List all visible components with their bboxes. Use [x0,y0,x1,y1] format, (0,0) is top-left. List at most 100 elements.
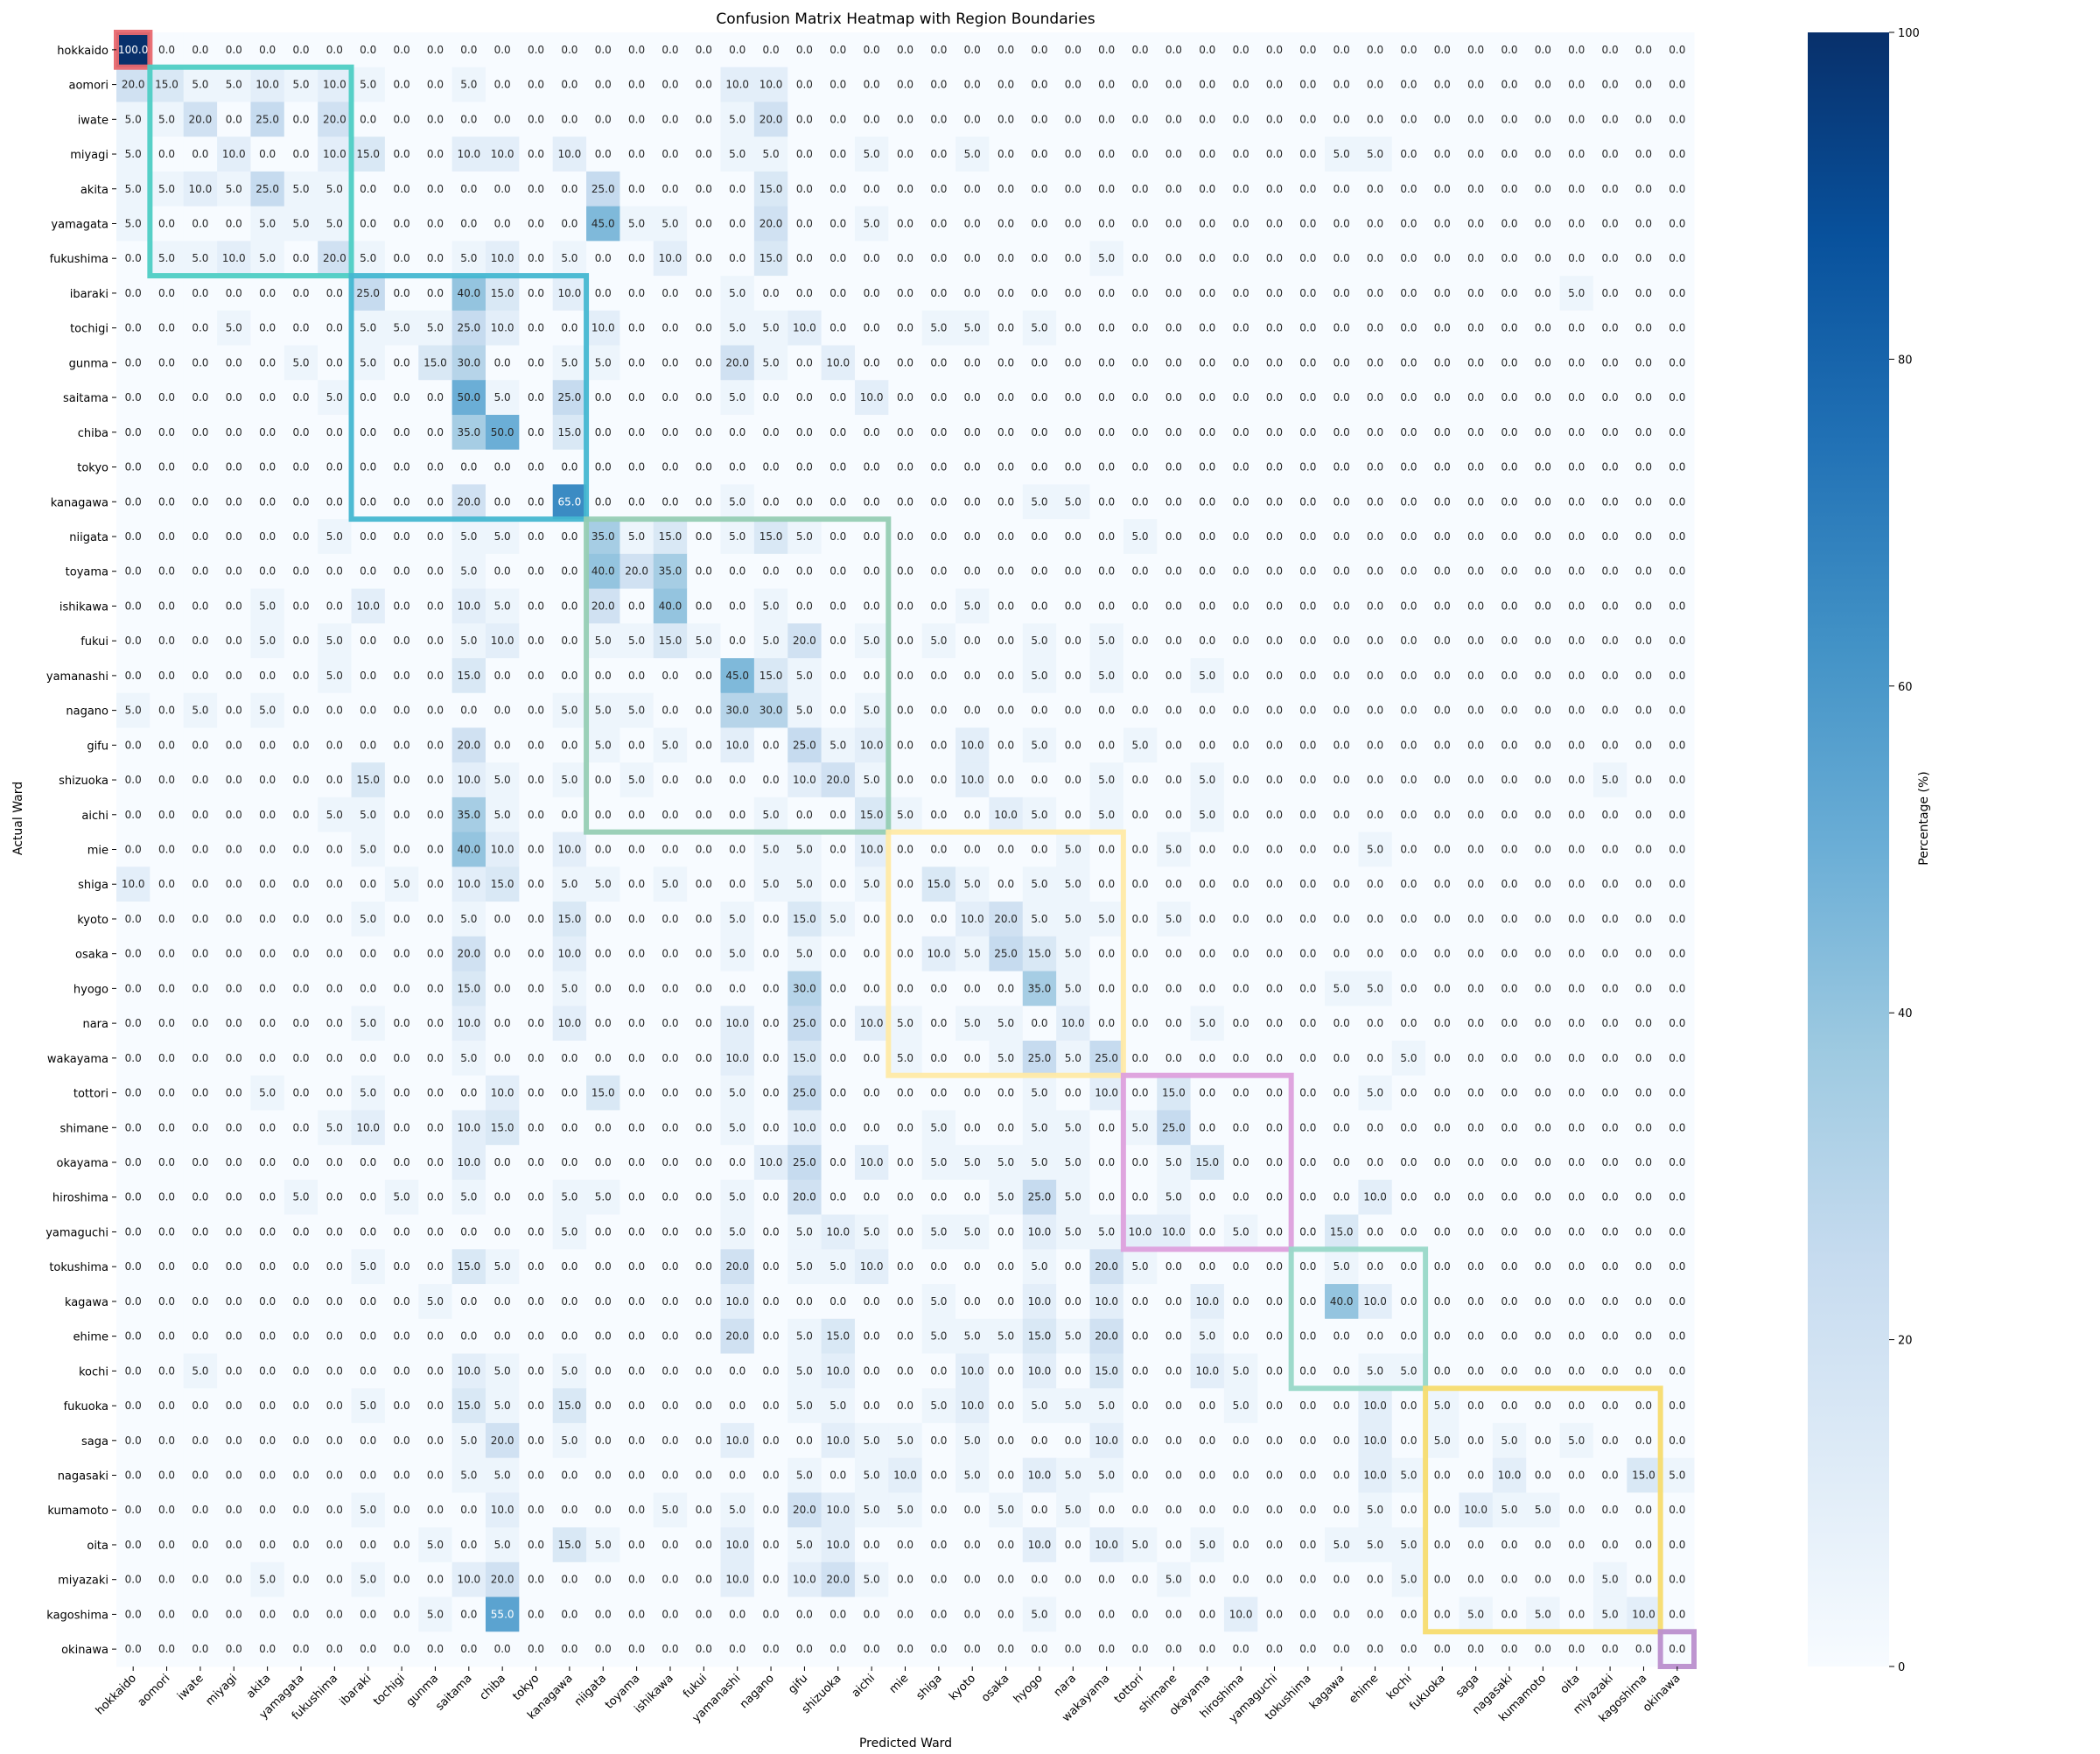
cell-value-label: 40.0 [659,600,682,612]
cell-value-label: 0.0 [763,391,780,403]
cell-value-label: 0.0 [292,982,309,994]
cell-value-label: 0.0 [1233,530,1250,543]
cell-value-label: 0.0 [662,1330,678,1343]
cell-value-label: 0.0 [427,530,444,543]
cell-value-label: 0.0 [494,495,511,508]
cell-value-label: 0.0 [998,705,1014,717]
cell-value-label: 0.0 [1266,948,1283,960]
cell-value-label: 0.0 [897,1295,914,1308]
cell-value-label: 0.0 [528,948,544,960]
cell-value-label: 0.0 [1299,44,1316,56]
cell-value-label: 0.0 [763,982,780,994]
cell-value-label: 5.0 [1131,1539,1148,1551]
cell-value-label: 0.0 [1299,322,1316,334]
cell-value-label: 0.0 [1400,461,1417,474]
heatmap-cell [183,102,218,137]
cell-value-label: 5.0 [360,1504,376,1516]
cell-value-label: 0.0 [259,287,276,299]
heatmap-cell [1257,102,1292,137]
heatmap-cell [1459,67,1494,102]
cell-value-label: 0.0 [1131,913,1148,925]
cell-value-label: 0.0 [628,1260,645,1273]
heatmap-cell [150,171,185,207]
cell-value-label: 0.0 [1635,913,1652,925]
cell-value-label: 0.0 [192,739,208,751]
cell-value-label: 0.0 [125,1017,142,1029]
cell-value-label: 0.0 [1434,44,1451,56]
cell-value-label: 0.0 [1467,565,1484,578]
cell-value-label: 0.0 [1166,217,1182,229]
cell-value-label: 0.0 [1233,113,1250,125]
cell-value-label: 0.0 [360,1225,376,1238]
cell-value-label: 10.0 [725,79,749,91]
cell-value-label: 0.0 [1299,1539,1316,1551]
cell-value-label: 0.0 [696,1470,712,1482]
cell-value-label: 0.0 [763,1121,780,1133]
cell-value-label: 0.0 [192,1121,208,1133]
cell-value-label: 0.0 [1131,1574,1148,1586]
cell-value-label: 0.0 [259,809,276,821]
cell-value-label: 0.0 [460,1608,477,1620]
cell-value-label: 15.0 [1632,1470,1656,1482]
cell-value-label: 0.0 [1400,1260,1417,1273]
cell-value-label: 0.0 [259,1260,276,1273]
cell-value-label: 5.0 [796,948,813,960]
cell-value-label: 0.0 [1467,79,1484,91]
cell-value-label: 0.0 [1367,1156,1383,1168]
cell-value-label: 0.0 [394,1365,410,1377]
heatmap-cell [351,137,386,172]
cell-value-label: 5.0 [1031,635,1047,647]
cell-value-label: 0.0 [1065,670,1082,682]
cell-value-label: 0.0 [763,1017,780,1029]
cell-value-label: 0.0 [494,461,511,474]
cell-value-label: 0.0 [1669,1400,1685,1412]
cell-value-label: 0.0 [1434,739,1451,751]
cell-value-label: 0.0 [1602,1643,1619,1655]
cell-value-label: 0.0 [192,1435,208,1447]
cell-value-label: 0.0 [360,1608,376,1620]
cell-value-label: 0.0 [158,530,175,543]
cell-value-label: 0.0 [427,1052,444,1064]
cell-value-label: 5.0 [326,635,343,647]
heatmap-cell [250,67,285,102]
heatmap-cell [1627,67,1662,102]
heatmap-cell [1190,67,1225,102]
cell-value-label: 5.0 [494,530,511,543]
cell-value-label: 0.0 [864,1295,880,1308]
cell-value-label: 0.0 [1535,322,1551,334]
cell-value-label: 0.0 [394,287,410,299]
cell-value-label: 0.0 [1233,183,1250,195]
cell-value-label: 0.0 [494,1643,511,1655]
cell-value-label: 0.0 [830,391,846,403]
cell-value-label: 0.0 [1199,948,1215,960]
cell-value-label: 10.0 [725,739,749,751]
cell-value-label: 0.0 [1669,1156,1685,1168]
cell-value-label: 5.0 [1400,1052,1417,1064]
cell-value-label: 0.0 [1233,1330,1250,1343]
cell-value-label: 10.0 [491,1087,514,1099]
cell-value-label: 0.0 [292,426,309,438]
cell-value-label: 0.0 [158,148,175,160]
cell-value-label: 0.0 [1434,1121,1451,1133]
cell-value-label: 5.0 [796,1400,813,1412]
cell-value-label: 0.0 [1131,878,1148,890]
cell-value-label: 15.0 [760,183,783,195]
cell-value-label: 15.0 [760,670,783,682]
cell-value-label: 0.0 [1400,530,1417,543]
cell-value-label: 0.0 [1669,461,1685,474]
cell-value-label: 0.0 [528,982,544,994]
cell-value-label: 0.0 [226,1191,242,1203]
cell-value-label: 0.0 [1166,1608,1182,1620]
cell-value-label: 0.0 [998,1087,1014,1099]
cell-value-label: 0.0 [1166,44,1182,56]
cell-value-label: 0.0 [1669,739,1685,751]
cell-value-label: 0.0 [930,705,947,717]
cell-value-label: 0.0 [1098,948,1115,960]
cell-value-label: 0.0 [964,982,981,994]
cell-value-label: 0.0 [1434,1608,1451,1620]
cell-value-label: 0.0 [897,217,914,229]
cell-value-label: 0.0 [1299,1156,1316,1168]
cell-value-label: 0.0 [528,635,544,647]
cell-value-label: 0.0 [964,565,981,578]
cell-value-label: 0.0 [360,565,376,578]
